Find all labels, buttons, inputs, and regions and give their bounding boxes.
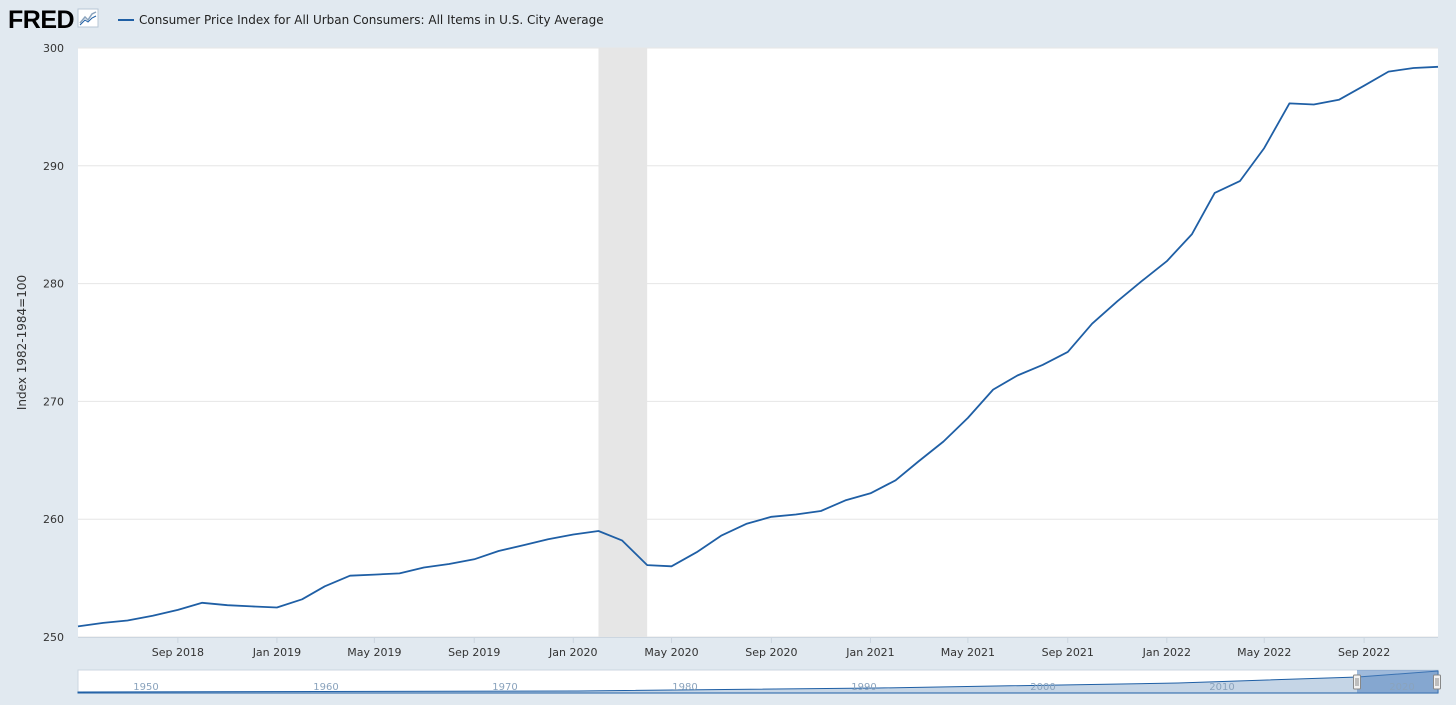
x-tick-label: Sep 2022 (1338, 646, 1390, 659)
chart-header: FRED Consumer Price Index for All Urban … (0, 0, 1456, 40)
navigator-tick-label: 2020 (1389, 682, 1414, 693)
navigator-tick-label: 1990 (851, 682, 876, 693)
series-line-cpi[interactable] (77, 65, 1439, 628)
handle-body[interactable] (1353, 674, 1361, 690)
navigator-tick-label: 1960 (313, 682, 338, 693)
x-tick-label: Sep 2018 (152, 646, 204, 659)
y-tick-label: 300 (43, 42, 64, 55)
chart-legend[interactable]: Consumer Price Index for All Urban Consu… (118, 10, 604, 30)
recession-shading (598, 48, 648, 637)
x-tick-label: Jan 2020 (548, 646, 597, 659)
x-tick-label: Jan 2021 (845, 646, 894, 659)
x-tick-label: May 2022 (1237, 646, 1291, 659)
legend-series-label: Consumer Price Index for All Urban Consu… (139, 13, 604, 27)
navigator-tick-label: 2000 (1030, 682, 1055, 693)
handle-body[interactable] (1433, 674, 1441, 690)
navigator-right-handle[interactable] (1433, 674, 1441, 690)
y-axis-label: Index 1982-1984=100 (15, 275, 29, 410)
navigator-tick-label: 1980 (672, 682, 697, 693)
chart-line-icon (77, 8, 99, 32)
x-tick-label: Jan 2022 (1142, 646, 1191, 659)
navigator-selection[interactable] (1357, 670, 1438, 693)
logo-text: FRED (8, 5, 75, 34)
x-tick-label: Sep 2021 (1042, 646, 1094, 659)
x-tick-label: May 2021 (941, 646, 995, 659)
legend-swatch (118, 19, 134, 21)
x-tick-label: Sep 2019 (448, 646, 500, 659)
y-tick-label: 250 (43, 631, 64, 644)
y-tick-label: 260 (43, 513, 64, 526)
y-tick-label: 270 (43, 395, 64, 408)
x-tick-label: Sep 2020 (745, 646, 797, 659)
y-tick-label: 290 (43, 160, 64, 173)
plot-area (78, 48, 1438, 637)
navigator-left-handle[interactable] (1353, 674, 1361, 690)
x-tick-label: May 2019 (347, 646, 401, 659)
navigator-tick-label: 2010 (1209, 682, 1234, 693)
y-tick-label: 280 (43, 278, 64, 291)
x-tick-label: May 2020 (644, 646, 698, 659)
fred-logo[interactable]: FRED (8, 4, 99, 36)
navigator-tick-label: 1970 (492, 682, 517, 693)
x-tick-label: Jan 2019 (252, 646, 301, 659)
navigator-tick-label: 1950 (133, 682, 158, 693)
